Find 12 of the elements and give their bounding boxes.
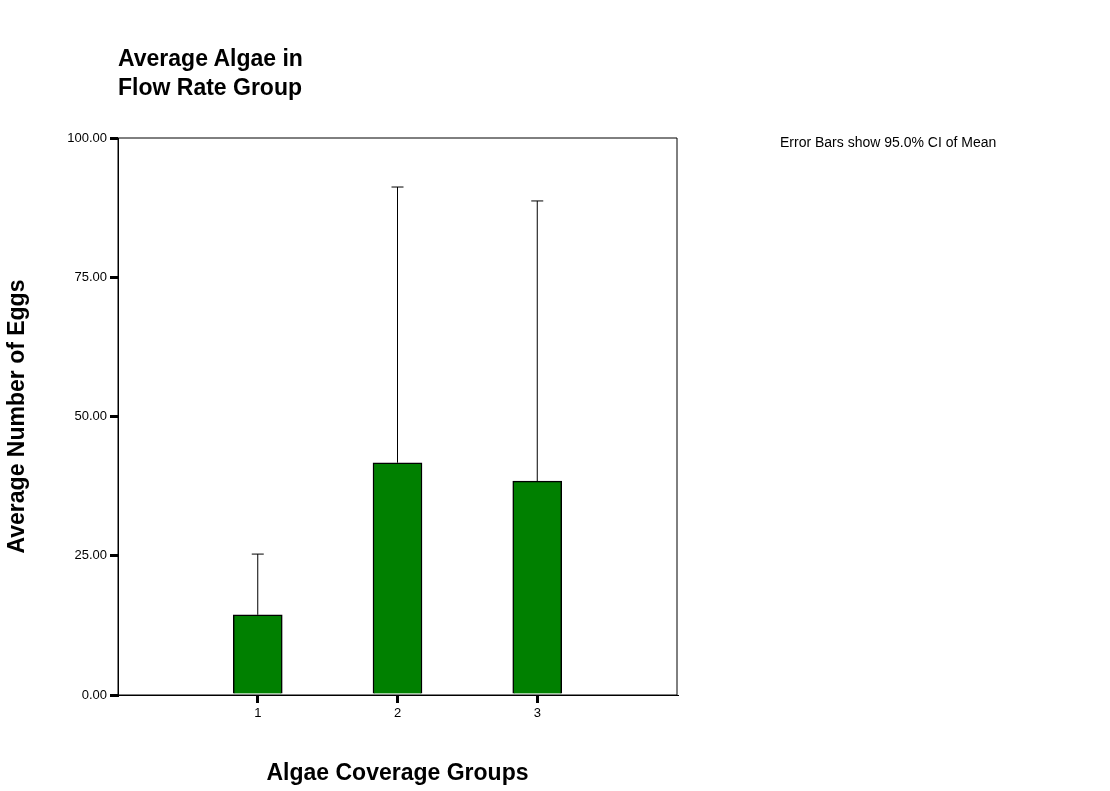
chart-title: Average Algae in Flow Rate Group — [118, 44, 303, 102]
y-axis-title: Average Number of Eggs — [3, 279, 30, 554]
y-tick-label: 25.00 — [74, 547, 107, 563]
y-tick-label: 50.00 — [74, 408, 107, 424]
y-tick-label: 0.00 — [81, 686, 107, 702]
x-tick-label: 3 — [533, 705, 541, 721]
y-tick-label: 100.00 — [67, 129, 107, 145]
y-tick-label: 75.00 — [74, 268, 107, 284]
x-tick-label: 1 — [254, 705, 262, 721]
x-axis-title: Algae Coverage Groups — [266, 758, 529, 785]
x-tick-label: 2 — [393, 705, 402, 721]
text: Error Bars show 95.0% CI of Mean — [780, 134, 997, 150]
